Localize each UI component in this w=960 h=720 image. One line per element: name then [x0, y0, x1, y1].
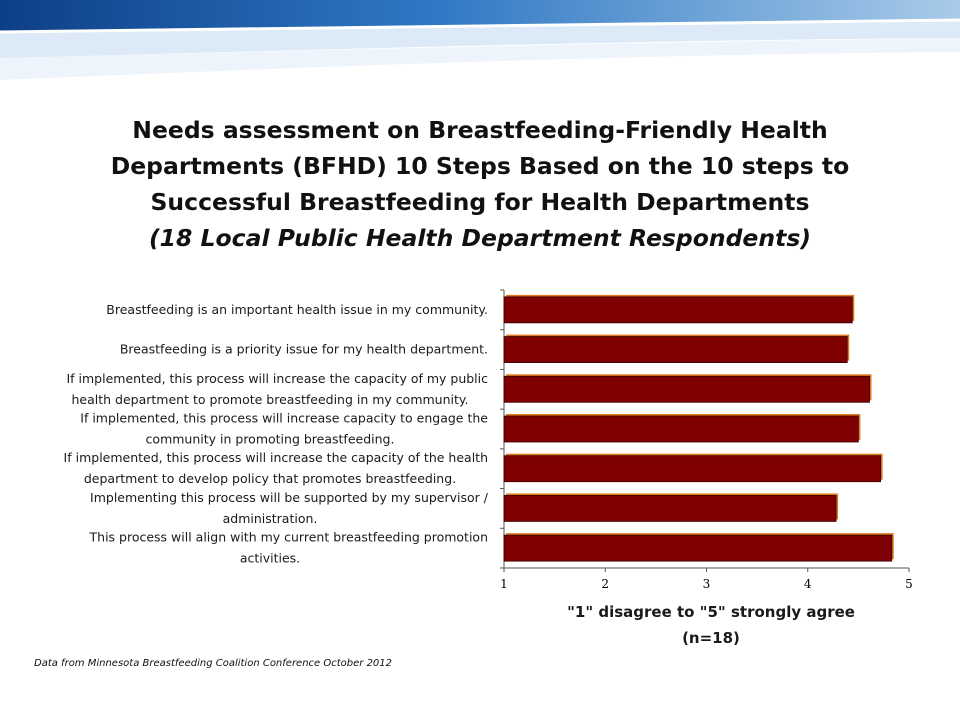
bar [503, 296, 853, 324]
category-label: community in promoting breastfeeding. [146, 432, 395, 447]
title-line-1: Needs assessment on Breastfeeding-Friend… [132, 116, 828, 144]
title-line-3: Successful Breastfeeding for Health Depa… [150, 188, 810, 216]
x-tick-label: 2 [601, 577, 609, 591]
bar [503, 455, 882, 483]
header-banner [0, 0, 960, 90]
chart-title: Needs assessment on Breastfeeding-Friend… [40, 112, 920, 256]
category-label: Implementing this process will be suppor… [90, 490, 489, 505]
bar [503, 375, 870, 403]
bar-chart: Breastfeeding is an important health iss… [64, 289, 913, 647]
x-tick-label: 1 [500, 577, 508, 591]
bar [503, 495, 837, 522]
x-axis-label: "1" disagree to "5" strongly agree [567, 603, 855, 621]
data-source-note: Data from Minnesota Breastfeeding Coalit… [34, 658, 393, 669]
category-label: If implemented, this process will increa… [66, 371, 488, 386]
category-label: administration. [223, 511, 318, 526]
category-label: Breastfeeding is a priority issue for my… [120, 342, 488, 357]
category-label: health department to promote breastfeedi… [71, 392, 468, 407]
category-label: This process will align with my current … [89, 530, 488, 545]
category-label: activities. [240, 551, 300, 566]
x-tick-label: 5 [905, 577, 913, 591]
bar [503, 336, 848, 363]
category-label: Breastfeeding is an important health iss… [106, 302, 488, 317]
x-axis-label: (n=18) [682, 629, 740, 647]
chart-subtitle: (18 Local Public Health Department Respo… [148, 224, 812, 252]
category-label: If implemented, this process will increa… [80, 411, 488, 426]
category-label: If implemented, this process will increa… [64, 450, 488, 465]
bar [503, 534, 893, 562]
x-tick-label: 3 [703, 577, 711, 591]
x-tick-label: 4 [804, 577, 812, 591]
bar [503, 415, 859, 443]
title-line-2: Departments (BFHD) 10 Steps Based on the… [110, 152, 850, 180]
category-label: department to develop policy that promot… [84, 471, 456, 486]
